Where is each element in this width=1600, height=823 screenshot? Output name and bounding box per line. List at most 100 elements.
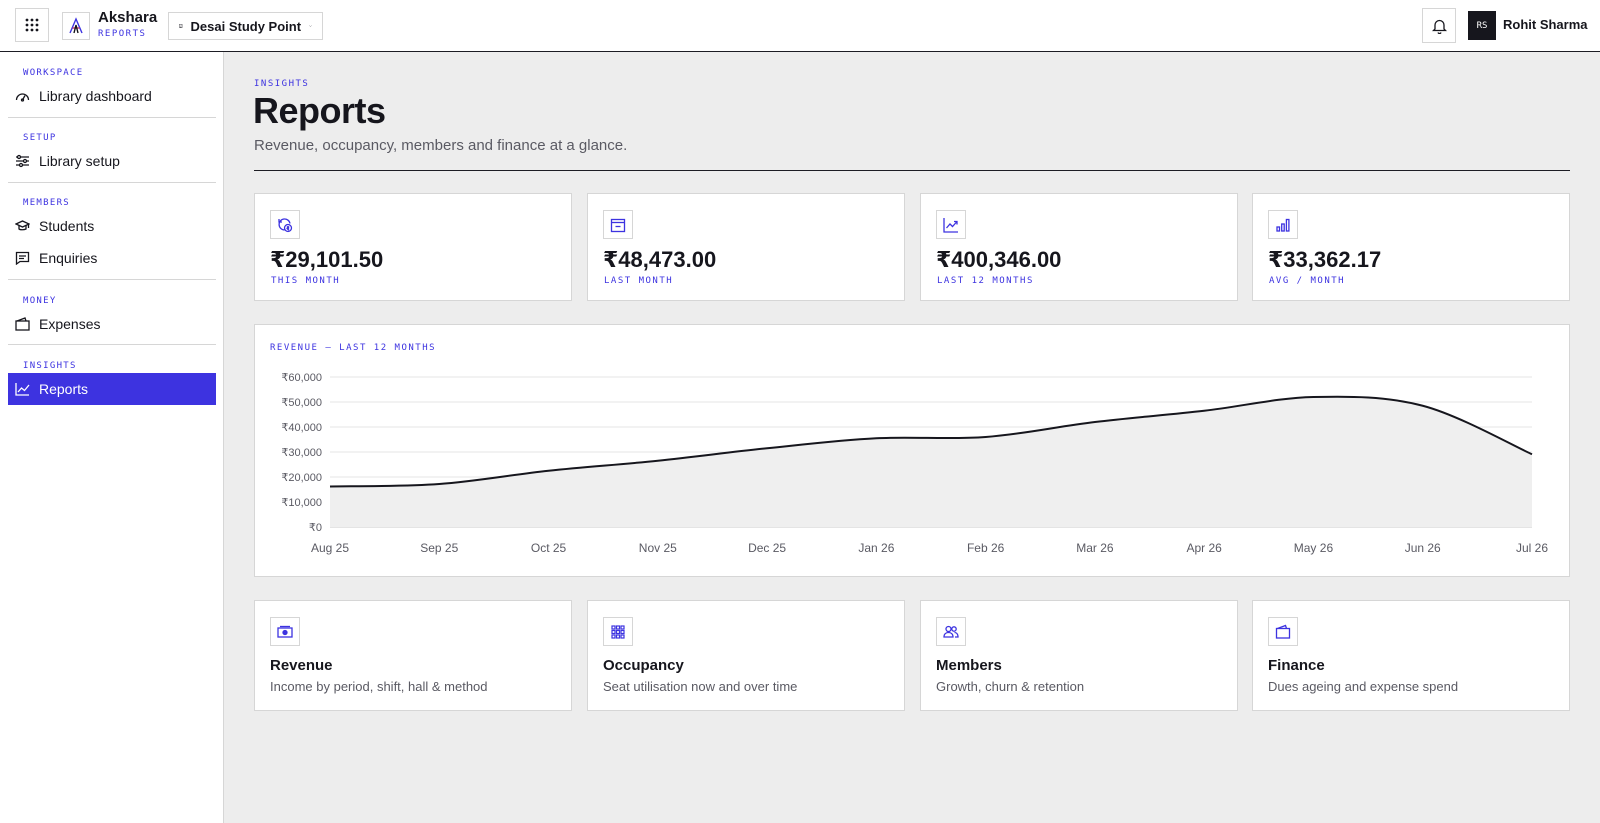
sidebar-item-label: Library dashboard: [39, 88, 152, 104]
logo-icon: [69, 17, 83, 34]
x-tick-label: Feb 26: [967, 541, 1005, 555]
report-icon-box: [270, 617, 300, 646]
divider: [8, 344, 216, 345]
x-tick-label: Jun 26: [1405, 541, 1441, 555]
report-card-title: Revenue: [270, 657, 333, 674]
message-icon: [15, 251, 30, 265]
stat-label: AVG / MONTH: [1269, 276, 1346, 286]
report-icon-box: [603, 617, 633, 646]
x-tick-label: Sep 25: [420, 541, 458, 555]
sidebar-section-workspace: WORKSPACE Library dashboard: [8, 68, 216, 112]
section-title: WORKSPACE: [23, 68, 84, 78]
sidebar: WORKSPACE Library dashboard SETUP Librar…: [0, 52, 224, 823]
y-tick-label: ₹30,000: [281, 447, 322, 459]
sidebar-section-money: MONEY Expenses: [8, 296, 216, 340]
brand-name: Akshara: [98, 9, 158, 26]
sidebar-section-setup: SETUP Library setup: [8, 133, 216, 177]
notifications-button[interactable]: [1422, 8, 1456, 43]
sidebar-item-library-dashboard[interactable]: Library dashboard: [8, 80, 216, 112]
top-bar: Akshara REPORTS Desai Study Point RS Roh…: [0, 0, 1600, 52]
line-chart-icon: [15, 383, 30, 396]
stat-label: LAST MONTH: [604, 276, 674, 286]
report-card-revenue[interactable]: Revenue Income by period, shift, hall & …: [254, 600, 572, 711]
page-eyebrow: INSIGHTS: [254, 79, 310, 89]
avatar[interactable]: RS: [1468, 11, 1496, 40]
stat-icon-box: [1268, 210, 1298, 239]
y-tick-label: ₹60,000: [281, 372, 322, 384]
bar-chart-icon: [1276, 218, 1290, 232]
section-title: MONEY: [23, 296, 57, 306]
sliders-icon: [16, 154, 29, 168]
revenue-chart: ₹0 ₹10,000 ₹20,000 ₹30,000 ₹40,000 ₹50,000 ₹60…: [281, 372, 1548, 555]
sidebar-item-library-setup[interactable]: Library setup: [8, 145, 216, 177]
sidebar-item-reports[interactable]: Reports: [8, 373, 216, 405]
report-card-members[interactable]: Members Growth, churn & retention: [920, 600, 1238, 711]
section-title: MEMBERS: [23, 198, 71, 208]
wallet-icon: [15, 317, 30, 331]
x-tick-label: Jan 26: [858, 541, 894, 555]
report-card-title: Occupancy: [603, 657, 684, 674]
stat-icon-box: [936, 210, 966, 239]
clock-rupee-icon: [278, 217, 293, 232]
wallet-icon: [1275, 624, 1291, 639]
divider: [8, 279, 216, 280]
report-card-occupancy[interactable]: Occupancy Seat utilisation now and over …: [587, 600, 905, 711]
branch-selector[interactable]: Desai Study Point: [168, 12, 323, 40]
sidebar-item-label: Library setup: [39, 153, 120, 169]
sidebar-item-label: Reports: [39, 381, 89, 397]
stat-card-this-month: ₹29,101.50 THIS MONTH: [254, 193, 572, 301]
header-divider: [254, 170, 1570, 171]
gauge-icon: [15, 93, 30, 102]
stat-value: ₹33,362.17: [1268, 247, 1382, 272]
report-card-subtitle: Seat utilisation now and over time: [603, 679, 798, 694]
revenue-chart-card: REVENUE — LAST 12 MONTHS ₹0 ₹10,000 ₹20,00…: [254, 324, 1570, 577]
users-icon: [943, 625, 959, 638]
trending-up-icon: [943, 217, 958, 233]
stat-card-last-month: ₹48,473.00 LAST MONTH: [587, 193, 905, 301]
branch-name: Desai Study Point: [190, 18, 302, 34]
sidebar-item-label: Expenses: [39, 316, 101, 332]
x-tick-label: May 26: [1294, 541, 1334, 555]
chart-title: REVENUE — LAST 12 MONTHS: [270, 343, 437, 353]
sidebar-item-expenses[interactable]: Expenses: [8, 308, 216, 340]
report-icon-box: [936, 617, 966, 646]
sidebar-item-label: Enquiries: [39, 250, 98, 266]
graduation-cap-icon: [15, 220, 30, 231]
y-tick-label: ₹40,000: [281, 422, 322, 434]
y-tick-label: ₹0: [309, 522, 322, 534]
bell-icon: [1431, 19, 1447, 34]
banknote-icon: [277, 625, 293, 638]
stat-label: LAST 12 MONTHS: [937, 276, 1034, 286]
chevron-down-icon: [309, 25, 312, 27]
stat-card-last-12-months: ₹400,346.00 LAST 12 MONTHS: [920, 193, 1238, 301]
x-tick-label: Nov 25: [639, 541, 677, 555]
sidebar-item-enquiries[interactable]: Enquiries: [8, 242, 216, 274]
x-tick-label: Aug 25: [311, 541, 349, 555]
app-launcher-button[interactable]: [15, 8, 49, 42]
report-card-finance[interactable]: Finance Dues ageing and expense spend: [1252, 600, 1570, 711]
x-tick-label: Oct 25: [531, 541, 567, 555]
sidebar-section-insights: INSIGHTS Reports: [8, 361, 216, 405]
report-card-title: Members: [936, 657, 1002, 674]
calendar-icon: [610, 218, 626, 232]
building-icon: [179, 24, 183, 28]
report-card-subtitle: Income by period, shift, hall & method: [270, 679, 488, 694]
y-tick-label: ₹10,000: [281, 497, 322, 509]
report-icon-box: [1268, 617, 1298, 646]
x-tick-label: Mar 26: [1076, 541, 1114, 555]
section-title: INSIGHTS: [23, 361, 77, 371]
x-tick-label: Dec 25: [748, 541, 786, 555]
brand-logo[interactable]: [62, 12, 90, 40]
stat-card-avg-month: ₹33,362.17 AVG / MONTH: [1252, 193, 1570, 301]
brand-subtitle: REPORTS: [98, 29, 147, 39]
stat-value: ₹29,101.50: [270, 247, 384, 272]
grid-icon: [25, 18, 39, 32]
report-card-subtitle: Growth, churn & retention: [936, 679, 1085, 694]
sidebar-section-members: MEMBERS Students Enquiries: [8, 198, 216, 274]
x-tick-label: Jul 26: [1516, 541, 1548, 555]
sidebar-item-students[interactable]: Students: [8, 210, 216, 242]
divider: [8, 182, 216, 183]
user-name[interactable]: Rohit Sharma: [1503, 17, 1588, 32]
y-tick-label: ₹20,000: [281, 472, 322, 484]
revenue-area: [330, 396, 1532, 527]
